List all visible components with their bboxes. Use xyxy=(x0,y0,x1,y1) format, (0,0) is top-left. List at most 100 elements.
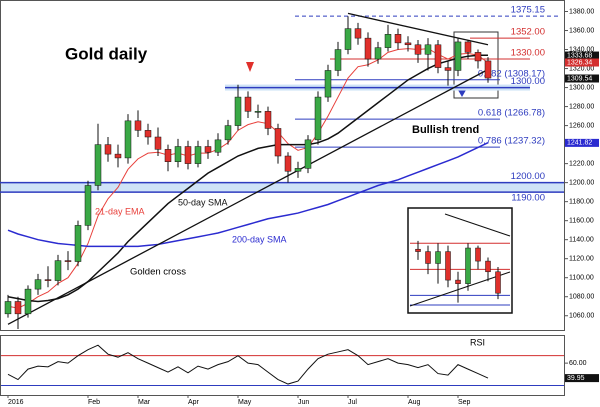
candle-body xyxy=(174,146,182,162)
y-tick-label: 1200.00 xyxy=(569,179,594,186)
candle-body xyxy=(324,70,332,98)
candle-body xyxy=(394,34,402,44)
chart-title: Gold daily xyxy=(65,44,148,63)
candle-body xyxy=(154,136,162,150)
inset-frame xyxy=(407,207,513,314)
y-tick-label: 1140.00 xyxy=(569,237,594,244)
candle-body xyxy=(254,111,262,113)
candle-body xyxy=(44,279,52,281)
y-tick-label: 1260.00 xyxy=(569,122,594,129)
rsi-title: RSI xyxy=(470,337,485,347)
candle-body xyxy=(214,139,222,153)
candle-body xyxy=(455,279,461,284)
rsi-line xyxy=(7,344,489,385)
candle-body xyxy=(164,149,172,162)
candle-body xyxy=(344,28,352,50)
candle-body xyxy=(124,120,132,159)
x-tick-label: Mar xyxy=(138,399,151,406)
support-band xyxy=(1,182,564,193)
marker-arrow xyxy=(246,62,254,72)
y-tick-label: 1320.00 xyxy=(569,65,594,72)
price-tag xyxy=(565,58,599,67)
candle-body xyxy=(415,248,421,252)
candle-body xyxy=(464,41,472,53)
x-tick-label: Apr xyxy=(188,399,200,406)
candle-body xyxy=(484,60,492,79)
candle-body xyxy=(444,67,452,71)
series-label: 200-day SMA xyxy=(232,234,287,244)
level-label: 1300.00 xyxy=(511,76,545,87)
y-tick-label: 1300.00 xyxy=(569,84,594,91)
candle-body xyxy=(114,153,122,159)
series-label: 21-day EMA xyxy=(95,206,145,216)
moving-average xyxy=(7,142,489,248)
candle-body xyxy=(64,260,72,262)
candle-body xyxy=(445,251,451,281)
x-tick-label: Feb xyxy=(88,399,100,406)
candle-body xyxy=(485,260,491,273)
candle-body xyxy=(284,155,292,172)
trendline xyxy=(347,12,489,46)
level-label: 0.618 (1266.78) xyxy=(478,108,545,119)
x-tick-label: Jun xyxy=(298,399,309,406)
price-tag xyxy=(565,74,599,83)
level-label: 0.786 (1237.32) xyxy=(478,136,545,147)
candle-body xyxy=(465,247,471,284)
candle-body xyxy=(94,144,102,186)
trendline xyxy=(7,68,489,325)
candle-body xyxy=(184,146,192,164)
candle-body xyxy=(144,130,152,138)
candle-body xyxy=(434,44,442,68)
inset-trendline xyxy=(409,271,511,307)
x-tick-label: May xyxy=(238,399,252,406)
price-panel-frame xyxy=(0,0,565,331)
level-label: 1330.00 xyxy=(511,48,545,59)
candle-body xyxy=(74,225,82,262)
level-label: 1200.00 xyxy=(511,171,545,182)
series-label: 50-day SMA xyxy=(178,197,228,207)
candle-body xyxy=(34,279,42,290)
annotation: Golden cross xyxy=(130,267,186,278)
x-tick-label: Jul xyxy=(348,399,357,406)
level-label: 1375.15 xyxy=(511,5,545,16)
candle-body xyxy=(475,247,481,262)
candle-body xyxy=(454,41,462,71)
rsi-tag xyxy=(565,374,599,383)
candle-body xyxy=(4,301,12,315)
price-tag xyxy=(565,138,599,147)
candle-body xyxy=(234,96,242,126)
candle-body xyxy=(244,96,252,112)
candle-body xyxy=(14,301,22,315)
candle-body xyxy=(495,271,501,294)
y-tick-label: 1280.00 xyxy=(569,103,594,110)
candle-body xyxy=(384,34,392,48)
y-tick-label: 1080.00 xyxy=(569,294,594,301)
price-tag-label: 1333.68 xyxy=(567,52,592,59)
candle-body xyxy=(414,44,422,55)
y-tick-label: 1100.00 xyxy=(569,275,594,282)
candle-body xyxy=(334,49,342,71)
zoom-box xyxy=(453,31,499,99)
level-label: 0.382 (1308.17) xyxy=(478,68,545,79)
y-tick-label: 1160.00 xyxy=(569,218,594,225)
y-tick-label: 1220.00 xyxy=(569,160,594,167)
rsi-panel-frame xyxy=(0,335,565,396)
candle-body xyxy=(314,96,322,141)
candle-body xyxy=(364,37,372,60)
rsi-tick-label: 60.00 xyxy=(569,360,587,367)
candle-body xyxy=(204,146,212,153)
price-tag-label: 1241.82 xyxy=(567,140,592,147)
x-tick-label: Sep xyxy=(458,399,471,406)
candle-body xyxy=(104,144,112,155)
y-tick-label: 1120.00 xyxy=(569,256,594,263)
rsi-tag-label: 39.95 xyxy=(567,375,585,382)
y-tick-label: 1340.00 xyxy=(569,46,594,53)
x-tick-label: Aug xyxy=(408,399,421,406)
price-tag xyxy=(565,51,599,60)
candle-body xyxy=(294,168,302,172)
price-tag-label: 1326.34 xyxy=(567,59,592,66)
level-label: 1352.00 xyxy=(511,27,545,38)
candle-body xyxy=(354,28,362,39)
